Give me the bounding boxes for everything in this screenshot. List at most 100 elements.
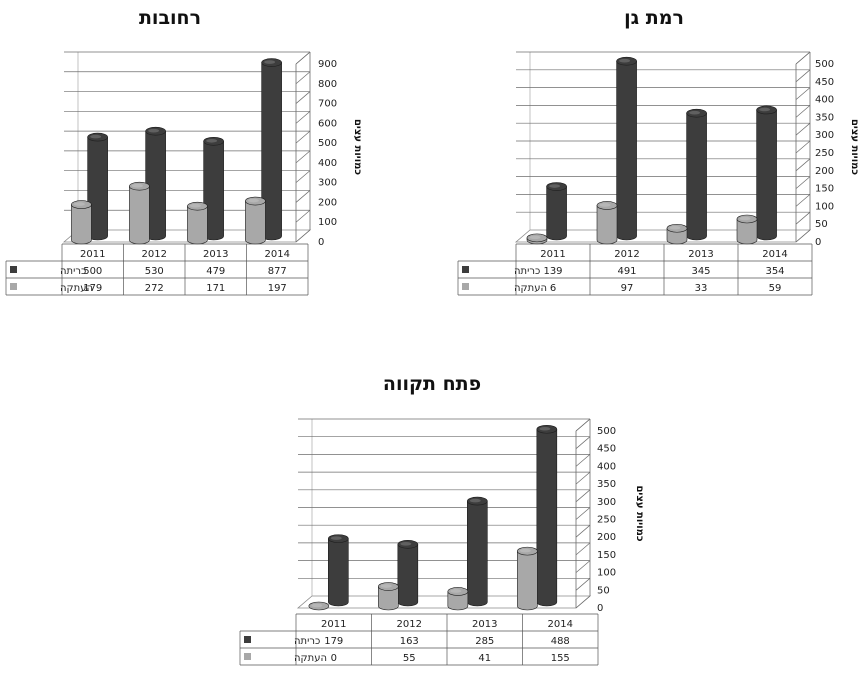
bar-move-2013-top — [666, 223, 688, 233]
bar-cut-2011 — [87, 132, 108, 241]
bar-move-2013-highlight — [669, 225, 681, 230]
side-wall-tick — [295, 150, 311, 164]
y-tick-label: 300 — [815, 130, 834, 141]
bar-cut-2012-top — [616, 56, 637, 66]
table-value-cell: 479 — [206, 266, 225, 277]
side-wall-tick — [575, 542, 591, 556]
table-value-cell: 491 — [617, 266, 636, 277]
y-tick-label: 250 — [597, 515, 616, 526]
bar-cut-2013-body — [467, 500, 488, 607]
side-wall-tick — [795, 140, 811, 154]
y-tick-label: 700 — [318, 99, 337, 110]
bar-move-2012-body — [129, 185, 150, 245]
y-tick-label: 500 — [318, 138, 337, 149]
bar-cut-2012-highlight — [400, 541, 412, 546]
table-value-cell: 500 — [83, 266, 102, 277]
bar-move-2011-body — [71, 204, 92, 245]
bar-cut-2014 — [536, 424, 558, 607]
chart-title: רמת גן — [624, 7, 684, 29]
bar-cut-2013-top — [467, 496, 488, 506]
bar-move-2011-highlight — [529, 235, 541, 240]
table-value-cell: 33 — [695, 283, 708, 294]
bar-cut-2012-body — [616, 60, 637, 241]
bar-move-2014-highlight — [739, 216, 751, 221]
bar-cut-2013 — [467, 496, 488, 607]
y-tick-label: 100 — [597, 568, 616, 579]
bar-move-2012-highlight — [380, 584, 392, 588]
legend-label: כריתה — [60, 266, 86, 277]
y-tick-label: 800 — [318, 79, 337, 90]
bar-cut-2013-highlight — [689, 110, 701, 115]
bar-move-2011-top — [308, 601, 330, 611]
y-tick-label: 50 — [597, 585, 610, 596]
side-wall-tick — [575, 507, 591, 520]
bar-move-2013-body — [447, 591, 469, 611]
bar-cut-2011-highlight — [330, 536, 342, 540]
y-tick-label: 100 — [815, 201, 834, 212]
bar-cut-2014-body — [536, 428, 558, 607]
side-wall-tick — [575, 489, 591, 503]
table-value-cell: 163 — [400, 636, 419, 647]
y-tick-label: 600 — [318, 118, 337, 129]
chart-rehovot: רחובות 0 100 200 300 400 500 600 700 800 900 כמויות… — [5, 7, 363, 296]
bar-move-2014-highlight — [519, 548, 531, 553]
table-value-cell: 197 — [268, 283, 287, 294]
bar-cut-2014-top — [536, 424, 558, 434]
bar-move-2014-body — [517, 550, 538, 611]
bar-move-2013-highlight — [189, 203, 201, 208]
bar-cut-2012-highlight — [148, 128, 160, 133]
side-wall-tick — [295, 71, 311, 85]
table-year-header: 2011 — [80, 249, 105, 260]
y-tick-label: 400 — [815, 95, 834, 106]
side-wall-tick — [795, 229, 811, 243]
table-year-header: 2013 — [472, 619, 497, 630]
table-value-cell: 41 — [478, 653, 491, 664]
table-value-cell: 272 — [145, 283, 164, 294]
side-wall-tick — [575, 578, 591, 591]
bar-move-2013 — [447, 587, 469, 611]
bar-cut-2012 — [397, 539, 419, 607]
table-value-cell: 354 — [765, 266, 784, 277]
table-year-header: 2014 — [548, 619, 573, 630]
y-tick-label: 250 — [815, 148, 834, 159]
side-wall-tick — [795, 158, 811, 172]
side-wall-tick — [295, 170, 311, 183]
table-value-cell: 0 — [331, 653, 337, 664]
table-year-header: 2014 — [265, 249, 290, 260]
bar-move-2011 — [526, 233, 548, 245]
y-tick-label: 300 — [597, 497, 616, 508]
bar-cut-2011 — [546, 182, 567, 241]
legend-swatch — [462, 283, 469, 290]
bar-cut-2013-highlight — [469, 498, 481, 503]
bar-cut-2014-highlight — [264, 60, 276, 64]
bar-cut-2014-body — [756, 109, 777, 241]
side-wall-tick — [575, 524, 591, 538]
bar-cut-2011-body — [546, 186, 567, 241]
table-value-cell: 55 — [403, 653, 416, 664]
side-wall-tick — [295, 190, 311, 203]
bar-cut-2014 — [756, 105, 777, 241]
y-tick-label: 0 — [597, 603, 603, 614]
side-wall-tick — [795, 176, 811, 189]
bar-cut-2011-top — [546, 182, 567, 191]
bar-cut-2012-top — [145, 126, 166, 136]
legend-swatch — [462, 266, 469, 273]
side-wall-tick — [795, 122, 811, 136]
y-tick-label: 400 — [318, 158, 337, 169]
bar-cut-2012-highlight — [619, 58, 631, 63]
side-wall-tick — [795, 194, 811, 207]
table-value-cell: 97 — [621, 283, 634, 294]
table-value-cell: 285 — [475, 636, 494, 647]
table-year-header: 2012 — [397, 619, 422, 630]
bar-move-2013-top — [187, 201, 208, 211]
bar-cut-2013 — [686, 108, 707, 241]
bar-move-2012-highlight — [131, 183, 143, 188]
bar-move-2012-body — [596, 205, 618, 245]
table-year-header: 2012 — [142, 249, 167, 260]
bar-move-2012-highlight — [599, 203, 611, 207]
y-tick-label: 0 — [318, 237, 324, 248]
y-tick-label: 200 — [815, 166, 834, 177]
table-year-header: 2011 — [321, 619, 346, 630]
bar-move-2011 — [71, 200, 92, 245]
